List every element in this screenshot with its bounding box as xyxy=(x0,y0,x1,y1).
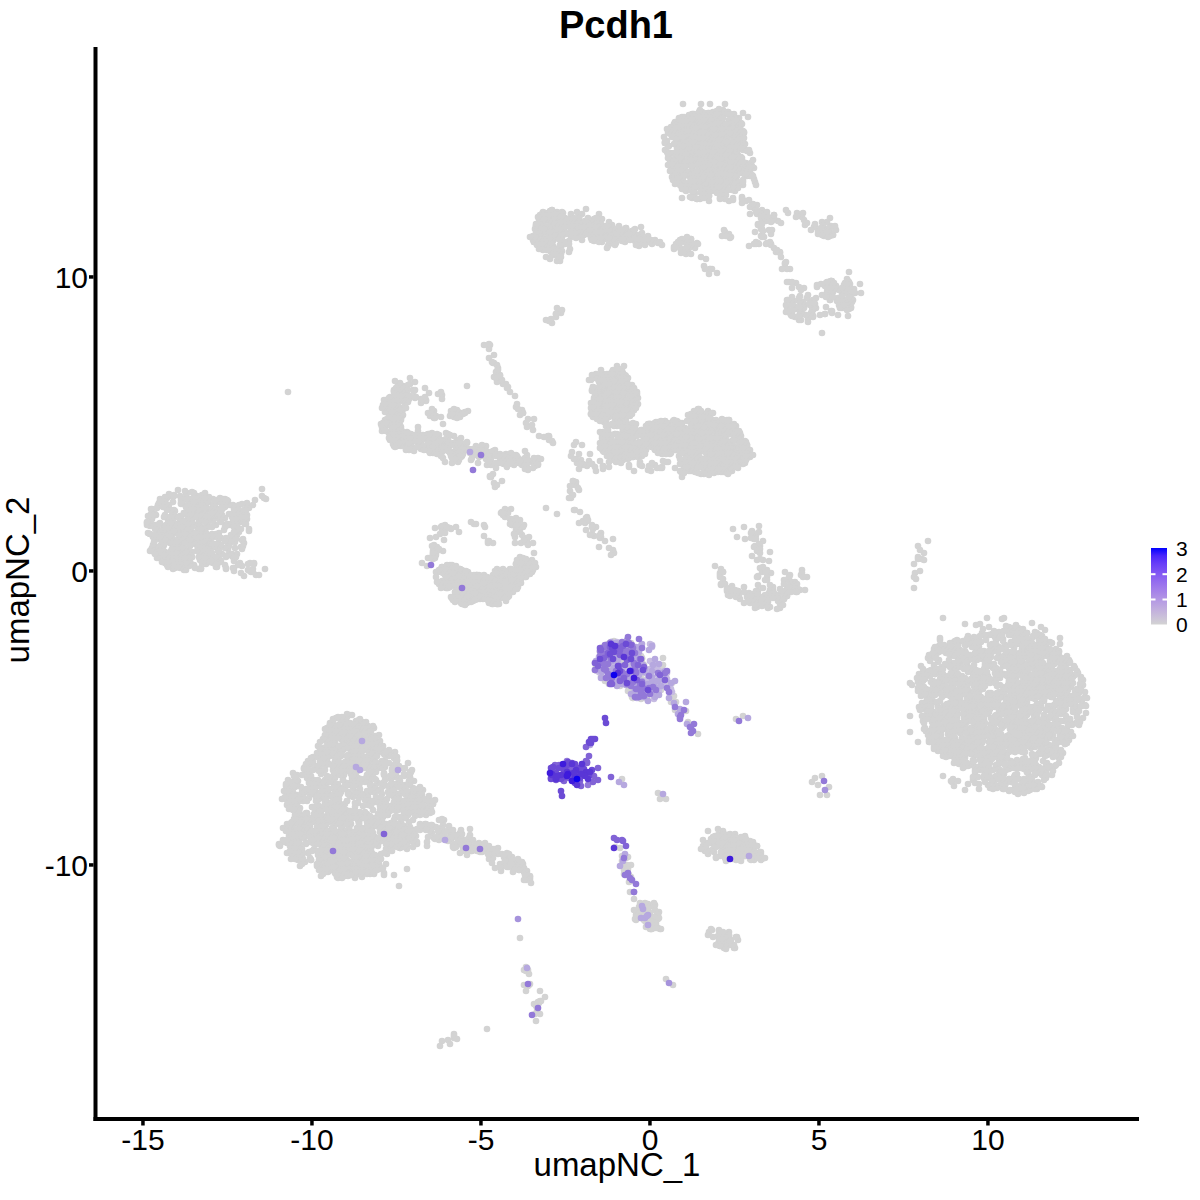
svg-text:umapNC_2: umapNC_2 xyxy=(0,497,36,664)
svg-text:-10: -10 xyxy=(290,1123,333,1156)
svg-text:2: 2 xyxy=(1176,563,1188,586)
svg-text:3: 3 xyxy=(1176,537,1188,560)
svg-text:-15: -15 xyxy=(121,1123,164,1156)
svg-text:10: 10 xyxy=(55,261,88,294)
svg-text:umapNC_1: umapNC_1 xyxy=(534,1146,701,1183)
svg-text:1: 1 xyxy=(1176,588,1188,611)
svg-text:0: 0 xyxy=(1176,613,1188,636)
svg-text:10: 10 xyxy=(971,1123,1004,1156)
svg-text:-10: -10 xyxy=(45,849,88,882)
svg-text:0: 0 xyxy=(71,555,88,588)
svg-text:-5: -5 xyxy=(468,1123,495,1156)
svg-text:5: 5 xyxy=(811,1123,828,1156)
svg-text:Pcdh1: Pcdh1 xyxy=(559,4,673,46)
